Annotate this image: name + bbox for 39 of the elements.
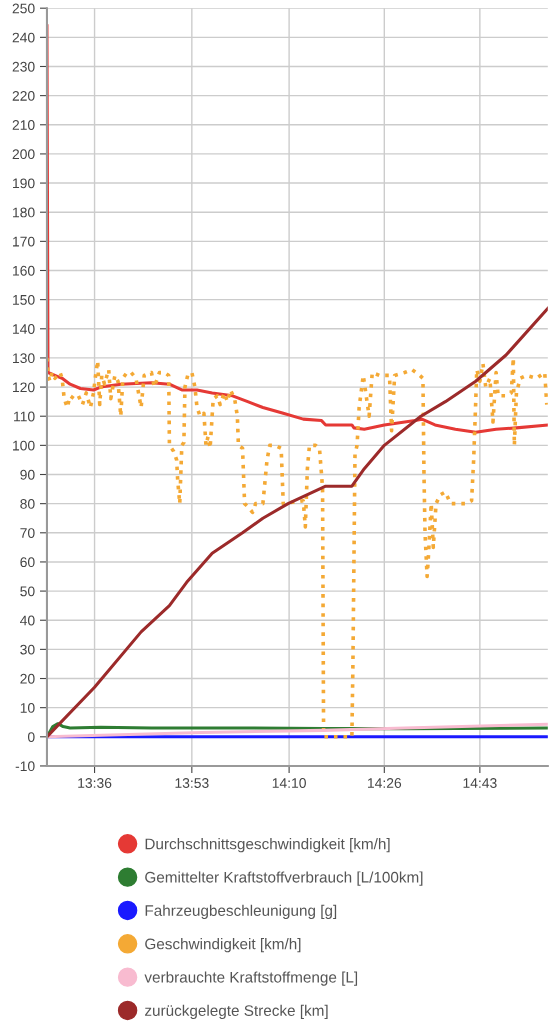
y-tick-label: 180 — [13, 207, 35, 218]
y-tick-label: 60 — [20, 557, 35, 568]
y-tick-label: 150 — [13, 294, 35, 305]
legend-label: Fahrzeugbeschleunigung [g] — [145, 904, 337, 919]
y-tick-label: 50 — [20, 586, 35, 597]
legend-label: Durchschnittsgeschwindigkeit [km/h] — [145, 838, 390, 853]
y-tick-label: 160 — [13, 265, 35, 276]
y-tick-label: 90 — [20, 469, 35, 480]
legend-label: verbrauchte Kraftstoffmenge [L] — [144, 971, 358, 986]
y-tick-label: 250 — [12, 3, 35, 14]
x-tick-label: 13:36 — [78, 778, 112, 788]
y-tick-label: 100 — [13, 440, 35, 451]
x-tick-label: 14:26 — [368, 778, 402, 788]
y-tick-label: 210 — [12, 120, 35, 130]
y-tick-label: 240 — [12, 32, 35, 43]
y-tick-label: 120 — [13, 382, 35, 393]
y-tick-label: 10 — [20, 703, 35, 713]
line-series — [46, 722, 548, 739]
y-tick-label: 230 — [12, 61, 35, 72]
y-tick-label: 110 — [14, 411, 35, 422]
y-tick-label: 140 — [13, 324, 35, 334]
x-tick-label: 14:43 — [463, 778, 497, 788]
y-tick-label: 70 — [20, 528, 35, 538]
legend-label: Gemittelter Kraftstoffverbrauch [L/100km] — [145, 871, 423, 886]
legend-label: zurückgelegte Strecke [km] — [145, 1004, 328, 1020]
x-tick-label: 14:10 — [272, 778, 306, 788]
y-tick-label: 220 — [12, 90, 35, 101]
y-tick-label: 0 — [27, 732, 35, 742]
y-tick-label: 190 — [13, 178, 35, 189]
y-tick-label: 30 — [20, 644, 35, 655]
y-tick-label: 170 — [13, 236, 35, 247]
legend-label: Geschwindigkeit [km/h] — [145, 938, 301, 953]
y-tick-label: 20 — [20, 673, 35, 684]
x-tick-label: 13:53 — [175, 778, 209, 788]
y-tick-label: -10 — [15, 761, 35, 772]
y-tick-label: 130 — [13, 353, 35, 364]
y-tick-label: 80 — [20, 498, 35, 509]
y-tick-label: 200 — [12, 149, 35, 160]
y-tick-label: 40 — [20, 615, 35, 626]
